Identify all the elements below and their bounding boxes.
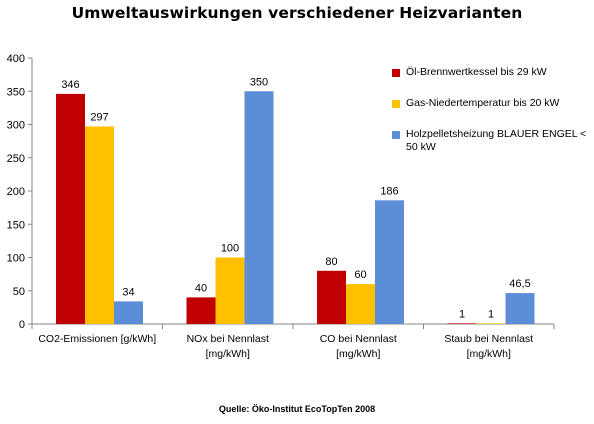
data-label-1-1: 100 [221,243,239,255]
y-tick-label: 100 [7,253,25,265]
data-label-0-1: 297 [90,111,108,123]
x-category-label-line: [mg/kWh] [466,348,511,360]
data-label-1-0: 40 [195,282,207,294]
chart-legend: Öl-Brennwertkessel bis 29 kW Gas-Niedert… [392,66,594,154]
x-category-label-0: CO2-Emissionen [g/kWh] [32,332,162,347]
legend-item-gas: Gas-Niedertemperatur bis 20 kW [392,97,594,110]
bar-3-2 [505,293,535,324]
data-label-1-2: 350 [250,76,268,88]
bar-0-0 [56,93,85,324]
data-label-2-2: 186 [380,185,398,197]
legend-swatch-oil [392,69,400,77]
y-tick-label: 300 [7,120,25,132]
bar-2-0 [317,270,346,324]
y-tick-label: 400 [7,53,25,65]
data-label-0-2: 34 [122,286,134,298]
bar-1-0 [186,297,216,324]
data-label-3-1: 1 [488,308,494,320]
data-label-2-1: 60 [354,269,366,281]
legend-item-oil: Öl-Brennwertkessel bis 29 kW [392,66,594,79]
x-category-label-1: NOx bei Nennlast [mg/kWh] [163,332,293,362]
y-tick-label: 50 [13,286,25,298]
legend-item-pellet: Holzpelletsheizung BLAUER ENGEL < 50 kW [392,128,594,154]
legend-label-gas: Gas-Niedertemperatur bis 20 kW [406,97,560,109]
legend-label-pellet: Holzpelletsheizung BLAUER ENGEL < 50 kW [406,128,587,153]
data-label-2-0: 80 [325,256,337,268]
bar-0-1 [85,126,114,325]
y-tick-label: 250 [7,153,25,165]
x-category-label-line: NOx bei Nennlast [186,333,269,345]
x-category-label-line: [mg/kWh] [205,348,250,360]
data-label-0-0: 346 [61,79,79,91]
legend-swatch-pellet [392,131,400,139]
x-category-label-2: CO bei Nennlast [mg/kWh] [293,332,423,362]
bar-1-2 [244,91,274,324]
y-tick-label: 0 [19,319,25,331]
bar-3-1 [476,323,506,324]
legend-label-oil: Öl-Brennwertkessel bis 29 kW [406,66,547,78]
data-label-3-2: 46,5 [509,278,530,290]
bar-3-0 [447,323,477,324]
y-tick-label: 350 [7,86,25,98]
x-category-label-line: CO2-Emissionen [g/kWh] [38,333,157,345]
x-category-label-line: CO bei Nennlast [319,333,397,345]
y-tick-label: 150 [7,219,25,231]
bar-2-1 [346,284,375,324]
x-category-label-line: [mg/kWh] [336,348,381,360]
bar-2-2 [375,200,404,324]
legend-swatch-gas [392,100,400,108]
source-note: Quelle: Öko-Institut EcoTopTen 2008 [218,404,376,414]
data-label-3-0: 1 [459,308,465,320]
bar-0-2 [114,301,143,324]
y-tick-label: 200 [7,186,25,198]
x-category-label-3: Staub bei Nennlast [mg/kWh] [424,332,554,362]
chart-title: Umweltauswirkungen verschiedener Heizvar… [71,4,523,22]
bar-1-1 [215,257,245,324]
x-category-label-line: Staub bei Nennlast [444,333,534,345]
